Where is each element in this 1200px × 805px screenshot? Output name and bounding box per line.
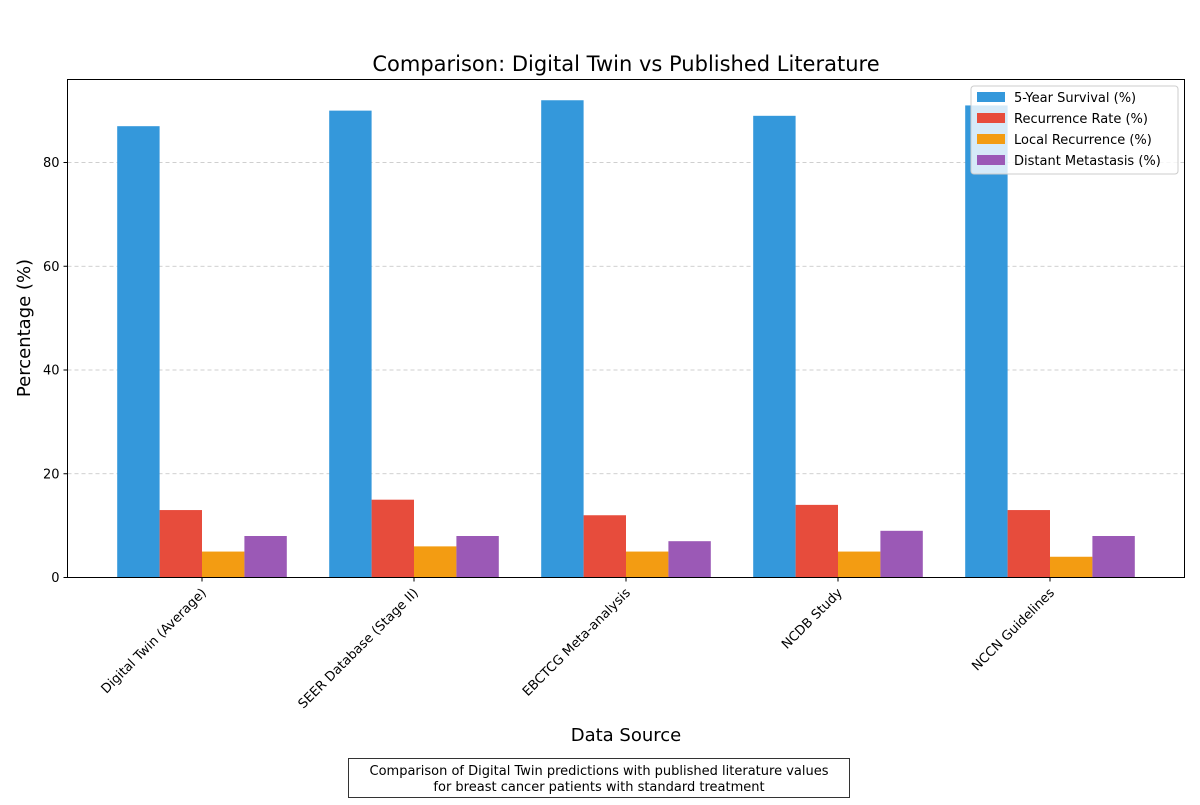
bar	[795, 504, 838, 578]
y-axis-label: Percentage (%)	[14, 259, 35, 397]
bar	[753, 115, 796, 578]
x-tick-label: EBCTCG Meta-analysis	[520, 586, 634, 700]
bar	[838, 551, 881, 578]
x-tick-label: SEER Database (Stage II)	[296, 586, 422, 712]
legend-label: Recurrence Rate (%)	[1014, 112, 1148, 127]
y-tick-label: 20	[43, 467, 60, 482]
x-tick-label: NCDB Study	[779, 586, 846, 653]
bar	[668, 541, 711, 578]
bar	[456, 536, 499, 578]
bar	[202, 551, 245, 578]
bars	[117, 100, 1135, 578]
bar	[1092, 536, 1135, 578]
chart-title: Comparison: Digital Twin vs Published Li…	[372, 52, 879, 76]
bar	[329, 110, 372, 578]
bar	[880, 530, 923, 578]
legend-swatch	[977, 134, 1005, 144]
bar	[117, 126, 160, 578]
bar	[626, 551, 669, 578]
legend-swatch	[977, 155, 1005, 165]
legend-label: 5-Year Survival (%)	[1014, 91, 1136, 106]
legend: 5-Year Survival (%) Recurrence Rate (%) Lo…	[970, 85, 1179, 175]
legend-label: Distant Metastasis (%)	[1014, 154, 1161, 169]
bar	[965, 105, 1008, 578]
legend-box	[970, 85, 1179, 175]
x-tick-label: Digital Twin (Average)	[99, 586, 210, 697]
caption-line-1: Comparison of Digital Twin predictions w…	[369, 764, 829, 779]
x-axis-label: Data Source	[571, 725, 682, 746]
y-tick-label: 80	[43, 156, 60, 171]
x-axis-ticks: Digital Twin (Average) SEER Database (Sta…	[99, 577, 1058, 712]
y-tick-label: 40	[43, 364, 60, 379]
bar	[244, 536, 287, 578]
bar	[371, 499, 414, 578]
bar	[1050, 556, 1093, 578]
legend-swatch	[977, 92, 1005, 102]
y-tick-label: 60	[43, 260, 60, 275]
bar	[1007, 510, 1050, 578]
y-tick-label: 0	[51, 571, 59, 586]
legend-swatch	[977, 113, 1005, 123]
caption-line-2: for breast cancer patients with standard…	[433, 780, 765, 795]
bar	[583, 515, 626, 578]
y-axis-ticks: 0 20 40 60 80	[43, 156, 68, 586]
bar	[541, 100, 584, 578]
x-tick-label: NCCN Guidelines	[969, 586, 1058, 675]
bar	[159, 510, 202, 578]
bar	[414, 546, 457, 578]
legend-label: Local Recurrence (%)	[1014, 133, 1152, 148]
caption-box: Comparison of Digital Twin predictions w…	[348, 758, 850, 798]
grid-lines	[67, 162, 1185, 475]
